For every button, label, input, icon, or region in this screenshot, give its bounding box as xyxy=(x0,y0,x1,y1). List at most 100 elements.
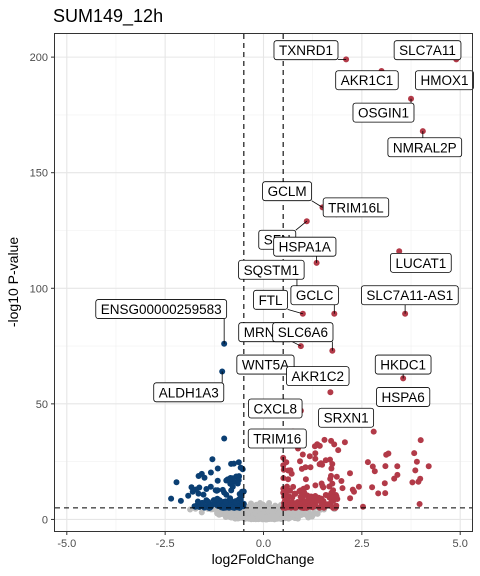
gene-label-box xyxy=(415,70,474,91)
gene-label-text: SRXN1 xyxy=(324,411,369,426)
gene-label-box xyxy=(253,289,288,310)
gene-label-box xyxy=(95,299,228,319)
x-tick-label: -5.0 xyxy=(57,538,76,550)
gene-label: SRXN1 xyxy=(318,407,375,428)
gene-label-connector xyxy=(295,220,308,231)
gene-label: HMOX1 xyxy=(415,70,474,91)
upregulated-point xyxy=(355,483,362,490)
upregulated-point xyxy=(322,457,329,464)
gene-label-box xyxy=(361,285,459,306)
downregulated-point xyxy=(201,504,208,511)
x-axis-title: log2FoldChange xyxy=(212,551,315,567)
gene-label-box xyxy=(262,181,313,202)
downregulated-point xyxy=(207,469,214,476)
upregulated-point xyxy=(330,487,337,494)
gene-label-text: TRIM16 xyxy=(253,432,301,447)
upregulated-point xyxy=(280,466,287,473)
downregulated-point xyxy=(177,497,184,504)
labeled-gene-point xyxy=(396,248,403,255)
upregulated-point xyxy=(319,501,326,508)
downregulated-point xyxy=(173,479,180,486)
upregulated-point xyxy=(326,483,333,490)
y-tick-label: 50 xyxy=(36,399,48,411)
x-tick-label: 5.0 xyxy=(453,538,468,550)
gene-label-text: WNT5A xyxy=(242,358,289,373)
gene-label: LUCAT1 xyxy=(390,252,452,273)
downregulated-point xyxy=(212,487,219,494)
gene-label-box xyxy=(335,70,399,91)
upregulated-point xyxy=(371,468,378,475)
gene-label: SLC7A11-AS1 xyxy=(361,285,459,306)
gene-label-box xyxy=(273,40,339,61)
upregulated-point xyxy=(292,490,299,497)
downregulated-point xyxy=(221,489,228,496)
downregulated-point xyxy=(201,474,208,481)
gene-label-box xyxy=(387,137,463,158)
upregulated-point xyxy=(335,447,342,454)
gene-label-text: ENSG00000259583 xyxy=(101,302,222,317)
upregulated-point xyxy=(331,441,338,448)
gene-label: SLC6A6 xyxy=(272,322,334,343)
upregulated-point xyxy=(369,463,376,470)
upregulated-point xyxy=(351,488,357,495)
upregulated-point xyxy=(381,480,388,487)
upregulated-point xyxy=(312,455,319,462)
upregulated-point xyxy=(301,489,308,496)
gene-label-box xyxy=(272,322,334,343)
gene-label-box xyxy=(290,285,339,306)
gene-label-text: HKDC1 xyxy=(380,358,426,373)
upregulated-point xyxy=(375,490,382,497)
nonsignificant-point xyxy=(228,514,235,521)
upregulated-point xyxy=(316,442,323,449)
upregulated-point xyxy=(280,489,287,496)
gene-label-text: FTL xyxy=(259,293,283,308)
downregulated-point xyxy=(237,464,244,471)
upregulated-point xyxy=(394,463,401,470)
gene-label-text: GCLC xyxy=(296,288,334,303)
downregulated-point xyxy=(207,483,214,490)
nonsignificant-point xyxy=(304,512,310,519)
upregulated-point xyxy=(326,494,333,501)
gene-label-box xyxy=(376,387,431,407)
upregulated-point xyxy=(369,484,376,491)
downregulated-point xyxy=(209,456,216,463)
gene-label-connector xyxy=(292,341,302,347)
downregulated-point xyxy=(235,477,242,484)
gene-label: CXCL8 xyxy=(248,398,303,419)
downregulated-point xyxy=(228,487,235,494)
y-tick-label: 0 xyxy=(42,514,48,526)
upregulated-point xyxy=(312,482,319,489)
gene-label-text: SQSTM1 xyxy=(244,263,300,278)
downregulated-point xyxy=(194,498,201,505)
gene-label-box xyxy=(390,252,452,273)
upregulated-point xyxy=(415,478,422,485)
upregulated-point xyxy=(302,476,309,483)
gene-label-box xyxy=(238,259,305,280)
gene-label: TRIM16L xyxy=(322,197,390,218)
x-tick-label: -2.5 xyxy=(156,538,175,550)
downregulated-point xyxy=(214,477,221,484)
downregulated-point xyxy=(188,484,195,491)
gene-label-connector xyxy=(311,200,323,208)
downregulated-point xyxy=(205,498,212,505)
upregulated-point xyxy=(328,472,334,479)
gene-label-text: SLC7A11-AS1 xyxy=(366,288,453,303)
gene-label: ENSG00000259583 xyxy=(95,299,228,319)
upregulated-point xyxy=(293,500,300,507)
gene-label-box xyxy=(153,382,225,403)
upregulated-point xyxy=(311,443,318,450)
upregulated-point xyxy=(285,493,291,500)
downregulated-point xyxy=(221,435,228,442)
upregulated-point xyxy=(285,467,292,474)
y-tick-label: 200 xyxy=(30,52,48,64)
gene-label-connector xyxy=(287,308,303,315)
downregulated-point xyxy=(229,504,236,511)
downregulated-point xyxy=(203,486,210,492)
gene-label: OSGIN1 xyxy=(352,102,415,123)
upregulated-point xyxy=(412,467,419,474)
upregulated-point xyxy=(364,459,371,466)
gene-label-box xyxy=(248,398,303,419)
upregulated-point xyxy=(416,501,423,507)
chart-title: SUM149_12h xyxy=(53,6,163,27)
